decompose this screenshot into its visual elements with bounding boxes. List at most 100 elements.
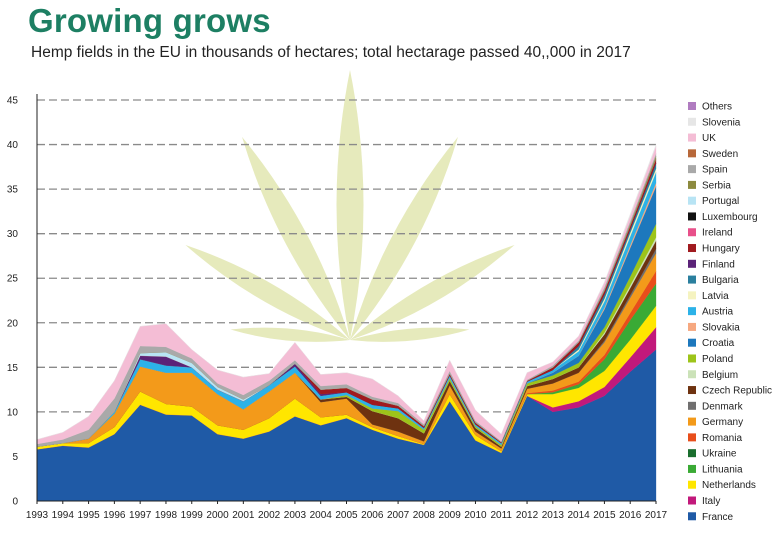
x-tick-label: 2005 bbox=[335, 510, 358, 521]
chart-subtitle: Hemp fields in the EU in thousands of he… bbox=[31, 44, 631, 61]
legend-swatch bbox=[688, 401, 696, 410]
legend-label: France bbox=[702, 512, 734, 523]
y-tick-label: 20 bbox=[7, 318, 19, 329]
y-tick-label: 5 bbox=[12, 452, 18, 463]
leaf-leaflet bbox=[242, 136, 350, 340]
x-tick-label: 2003 bbox=[284, 510, 307, 521]
leaf-leaflet bbox=[336, 70, 364, 340]
legend-label: Luxembourg bbox=[702, 212, 758, 223]
legend-swatch bbox=[688, 464, 696, 473]
leaf-leaflet bbox=[350, 327, 470, 342]
legend-label: Belgium bbox=[702, 370, 738, 381]
legend-label: UK bbox=[702, 133, 716, 144]
legend-label: Others bbox=[702, 102, 732, 113]
legend-label: Denmark bbox=[702, 401, 744, 412]
legend-swatch bbox=[688, 433, 696, 442]
series-areas bbox=[36, 144, 657, 502]
x-tick-label: 2010 bbox=[464, 510, 487, 521]
x-tick-label: 2011 bbox=[490, 510, 512, 521]
legend-label: Ukraine bbox=[702, 449, 737, 460]
x-tick-label: 2001 bbox=[232, 510, 255, 521]
x-tick-label: 2016 bbox=[619, 510, 642, 521]
x-tick-label: 2013 bbox=[542, 510, 565, 521]
legend-swatch bbox=[688, 417, 696, 426]
legend-swatch bbox=[688, 322, 696, 331]
legend-swatch bbox=[688, 291, 696, 300]
legend-label: Lithuania bbox=[702, 464, 743, 475]
y-tick-label: 10 bbox=[7, 407, 19, 418]
y-tick-label: 30 bbox=[7, 229, 19, 240]
legend-swatch bbox=[688, 196, 696, 205]
x-tick-label: 2015 bbox=[593, 510, 616, 521]
hemp-leaf-watermark bbox=[185, 70, 515, 342]
legend-swatch bbox=[688, 307, 696, 316]
y-tick-label: 15 bbox=[7, 363, 19, 374]
legend-swatch bbox=[688, 133, 696, 142]
legend-swatch bbox=[688, 370, 696, 379]
x-tick-label: 1993 bbox=[26, 510, 49, 521]
x-tick-label: 1994 bbox=[52, 510, 75, 521]
x-tick-label: 1997 bbox=[129, 510, 152, 521]
x-tick-label: 2014 bbox=[568, 510, 591, 521]
y-tick-label: 40 bbox=[7, 140, 19, 151]
legend-label: Romania bbox=[702, 433, 742, 444]
legend-swatch bbox=[688, 354, 696, 363]
legend-swatch bbox=[688, 259, 696, 268]
legend-swatch bbox=[688, 180, 696, 189]
legend-label: Slovakia bbox=[702, 322, 740, 333]
legend-swatch bbox=[688, 338, 696, 347]
legend-swatch bbox=[688, 102, 696, 110]
legend: Others Slovenia UK Sweden Spain Serbia Portuga… bbox=[688, 102, 772, 523]
leaf-leaflet bbox=[185, 245, 350, 340]
legend-swatch bbox=[688, 212, 696, 221]
x-tick-label: 1999 bbox=[181, 510, 204, 521]
area-slovenia bbox=[36, 144, 657, 440]
leaf-leaflet bbox=[230, 327, 350, 342]
x-tick-label: 2006 bbox=[361, 510, 384, 521]
x-tick-label: 2012 bbox=[516, 510, 539, 521]
legend-label: Bulgaria bbox=[702, 275, 739, 286]
legend-label: Austria bbox=[702, 307, 734, 318]
legend-label: Spain bbox=[702, 165, 728, 176]
x-tick-label: 2009 bbox=[439, 510, 462, 521]
x-tick-label: 2007 bbox=[387, 510, 410, 521]
legend-swatch bbox=[688, 386, 696, 395]
x-tick-label: 2000 bbox=[206, 510, 229, 521]
legend-label: Serbia bbox=[702, 180, 731, 191]
legend-swatch bbox=[688, 512, 696, 521]
x-tick-label: 1996 bbox=[103, 510, 126, 521]
legend-label: Latvia bbox=[702, 291, 729, 302]
legend-label: Netherlands bbox=[702, 480, 756, 491]
legend-swatch bbox=[688, 149, 696, 158]
leaf-leaflet bbox=[350, 245, 515, 340]
y-tick-label: 0 bbox=[12, 497, 18, 508]
legend-label: Finland bbox=[702, 259, 735, 270]
x-tick-label: 2002 bbox=[258, 510, 281, 521]
chart-title: Growing grows bbox=[28, 2, 271, 39]
legend-swatch bbox=[688, 480, 696, 489]
legend-label: Portugal bbox=[702, 196, 739, 207]
legend-swatch bbox=[688, 244, 696, 253]
legend-swatch bbox=[688, 165, 696, 174]
x-tick-label: 1998 bbox=[155, 510, 178, 521]
y-tick-label: 25 bbox=[7, 274, 19, 285]
legend-swatch bbox=[688, 228, 696, 237]
x-tick-label: 2008 bbox=[413, 510, 436, 521]
legend-label: Ireland bbox=[702, 228, 733, 239]
legend-label: Sweden bbox=[702, 149, 738, 160]
x-tick-label: 2004 bbox=[310, 510, 333, 521]
x-tick-label: 1995 bbox=[77, 510, 100, 521]
legend-swatch bbox=[688, 275, 696, 284]
legend-label: Hungary bbox=[702, 244, 740, 255]
legend-swatch bbox=[688, 449, 696, 458]
legend-swatch bbox=[688, 117, 696, 126]
legend-label: Italy bbox=[702, 496, 720, 507]
legend-label: Slovenia bbox=[702, 117, 741, 128]
legend-label: Czech Republic bbox=[702, 386, 772, 397]
legend-label: Germany bbox=[702, 417, 743, 428]
leaf-leaflet bbox=[350, 136, 458, 340]
legend-swatch bbox=[688, 496, 696, 505]
x-tick-label: 2017 bbox=[645, 510, 668, 521]
